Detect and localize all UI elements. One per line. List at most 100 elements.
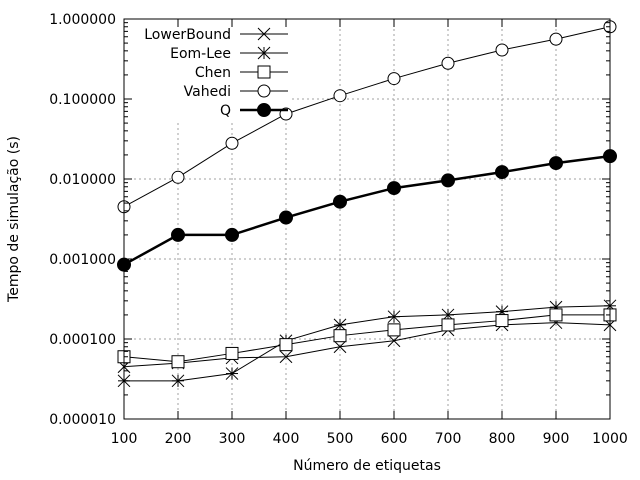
data-point-lowerbound bbox=[333, 340, 347, 354]
data-point-chen bbox=[333, 329, 347, 343]
x-tick-label: 600 bbox=[381, 431, 408, 447]
data-point-lowerbound bbox=[387, 334, 401, 348]
marker-circle bbox=[333, 89, 347, 103]
marker-filled-circle bbox=[441, 173, 455, 188]
data-point-q bbox=[333, 194, 347, 209]
legend-marker-eom-lee bbox=[257, 46, 271, 60]
x-axis-label: Número de etiquetas bbox=[293, 458, 441, 474]
x-tick-label: 700 bbox=[435, 431, 462, 447]
marker-square bbox=[257, 65, 271, 79]
legend-label-q: Q bbox=[220, 103, 231, 119]
x-tick-label: 900 bbox=[543, 431, 570, 447]
marker-filled-circle bbox=[495, 165, 509, 180]
x-tick-label: 200 bbox=[165, 431, 192, 447]
marker-circle bbox=[441, 56, 455, 70]
legend-marker-chen bbox=[257, 65, 271, 79]
series-line-lowerbound bbox=[123, 322, 611, 368]
data-point-chen bbox=[441, 318, 455, 332]
series-q bbox=[117, 149, 617, 272]
legend-label-lowerbound: LowerBound bbox=[144, 27, 231, 43]
marker-square bbox=[171, 355, 185, 369]
marker-filled-circle bbox=[549, 156, 563, 171]
data-point-vahedi bbox=[441, 56, 455, 70]
marker-circle bbox=[549, 32, 563, 46]
marker-stroke bbox=[387, 334, 401, 348]
y-tick-label: 0.100000 bbox=[49, 92, 116, 108]
data-point-vahedi bbox=[387, 72, 401, 86]
marker-square bbox=[495, 314, 509, 328]
legend: LowerBound Eom-Lee Chen Vahedi Q bbox=[144, 27, 288, 119]
marker-circle bbox=[387, 72, 401, 86]
data-point-vahedi bbox=[333, 89, 347, 103]
marker-filled-circle bbox=[225, 227, 239, 242]
series-chen bbox=[117, 308, 617, 369]
axis-ticks: 100 200 300 400 500 600 700 800 900 1000 0.000010 0… bbox=[49, 12, 628, 447]
marker-stroke bbox=[333, 340, 347, 354]
data-point-chen bbox=[171, 355, 185, 369]
data-point-chen bbox=[495, 314, 509, 328]
data-point-eom-lee bbox=[225, 367, 239, 380]
legend-marker-q bbox=[257, 103, 271, 117]
grid-lines bbox=[124, 19, 610, 419]
series-layer bbox=[117, 20, 617, 388]
marker-circle bbox=[495, 43, 509, 57]
marker-square bbox=[225, 346, 239, 360]
legend-marker-lowerbound bbox=[257, 27, 271, 41]
x-tick-label: 300 bbox=[219, 431, 246, 447]
data-point-chen bbox=[549, 308, 563, 322]
data-point-q bbox=[279, 210, 293, 225]
marker-square bbox=[387, 323, 401, 337]
marker-circle bbox=[225, 136, 239, 150]
data-point-q bbox=[387, 181, 401, 196]
legend-label-chen: Chen bbox=[195, 65, 231, 81]
y-tick-label: 0.000100 bbox=[49, 332, 116, 348]
marker-circle bbox=[171, 170, 185, 184]
marker-square bbox=[333, 329, 347, 343]
legend-label-eom-lee: Eom-Lee bbox=[170, 46, 231, 62]
data-point-q bbox=[225, 227, 239, 242]
data-point-vahedi bbox=[549, 32, 563, 46]
data-point-chen bbox=[387, 323, 401, 337]
series-lowerbound bbox=[117, 316, 617, 374]
series-line-chen bbox=[123, 314, 610, 363]
data-point-q bbox=[495, 165, 509, 180]
data-point-chen bbox=[225, 346, 239, 360]
marker-filled-circle bbox=[171, 227, 185, 242]
y-axis-label: Tempo de simulação (s) bbox=[6, 136, 22, 303]
data-point-q bbox=[549, 156, 563, 171]
marker-filled-circle bbox=[279, 210, 293, 225]
data-point-q bbox=[171, 227, 185, 242]
marker-stroke bbox=[279, 350, 293, 364]
legend-label-vahedi: Vahedi bbox=[184, 84, 231, 100]
marker-stroke bbox=[257, 27, 271, 41]
y-tick-label: 0.010000 bbox=[49, 172, 116, 188]
series-line-q bbox=[123, 154, 611, 266]
data-point-vahedi bbox=[171, 170, 185, 184]
marker-square bbox=[279, 338, 293, 352]
y-tick-label: 0.000010 bbox=[49, 412, 116, 428]
marker-square bbox=[441, 318, 455, 332]
data-point-lowerbound bbox=[279, 350, 293, 364]
data-point-eom-lee bbox=[387, 310, 401, 324]
data-point-vahedi bbox=[225, 136, 239, 150]
data-point-eom-lee bbox=[333, 318, 347, 332]
data-point-eom-lee bbox=[171, 374, 185, 388]
marker-filled-circle bbox=[387, 181, 401, 196]
series-line-eom-lee bbox=[124, 305, 611, 382]
marker-circle bbox=[257, 84, 271, 98]
data-point-q bbox=[441, 173, 455, 188]
x-tick-label: 1000 bbox=[592, 431, 628, 447]
data-point-vahedi bbox=[495, 43, 509, 57]
x-tick-label: 400 bbox=[273, 431, 300, 447]
y-tick-label: 1.000000 bbox=[49, 12, 116, 28]
y-tick-label: 0.001000 bbox=[49, 252, 116, 268]
x-tick-label: 100 bbox=[111, 431, 138, 447]
marker-filled-circle bbox=[333, 194, 347, 209]
series-line-vahedi bbox=[123, 26, 611, 208]
legend-marker-vahedi bbox=[257, 84, 271, 98]
data-point-chen bbox=[279, 338, 293, 352]
x-tick-label: 800 bbox=[489, 431, 516, 447]
plot-frame bbox=[123, 18, 611, 420]
marker-filled-circle bbox=[257, 103, 271, 117]
